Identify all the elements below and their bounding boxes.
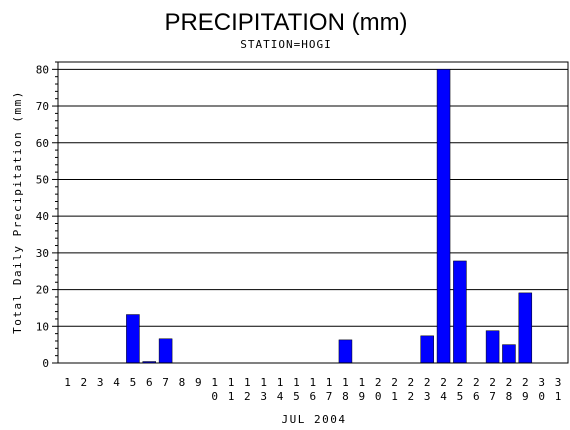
x-tick-label: 2 — [81, 376, 88, 389]
bar-day-5 — [126, 314, 140, 364]
y-tick-label: 30 — [36, 247, 49, 260]
x-tick-label: 7 — [162, 376, 169, 389]
bar-day-7 — [158, 338, 173, 364]
bar-day-27 — [485, 330, 500, 364]
x-axis-ticks: 1 2 3 4 5 6 7 8 9 1 01 11 21 31 41 51 61 71 81 92 02 12 22 32 42… — [64, 376, 561, 403]
grid-lines — [58, 68, 568, 327]
bar-day-25 — [453, 260, 467, 364]
x-tick-label: 4 — [113, 376, 120, 389]
chart-title: PRECIPITATION (mm) — [164, 9, 407, 36]
x-tick-label: 3 — [97, 376, 104, 389]
y-tick-label: 40 — [36, 210, 49, 223]
y-tick-label: 0 — [42, 357, 49, 370]
bar-day-29 — [518, 292, 533, 364]
x-tick-label: 5 — [130, 376, 137, 389]
x-tick-label: 1 — [64, 376, 71, 389]
y-tick-label: 20 — [36, 284, 49, 297]
y-axis-ticks: 0 10 20 30 40 50 60 70 80 — [36, 61, 58, 370]
x-tick-label: 9 — [195, 376, 202, 389]
y-tick-label: 80 — [36, 63, 49, 76]
plot-area — [57, 61, 569, 364]
y-tick-label: 60 — [36, 137, 49, 150]
x-axis-label: JUL 2004 — [282, 413, 347, 426]
bar-day-24 — [436, 69, 451, 364]
y-tick-label: 70 — [36, 100, 49, 113]
x-tick-label: 6 — [146, 376, 153, 389]
bar-day-18 — [338, 339, 353, 364]
x-tick-label: 8 — [179, 376, 186, 389]
y-tick-label: 10 — [36, 320, 49, 333]
bar-day-28 — [502, 344, 516, 364]
y-axis-label: Total Daily Precipitation (mm) — [11, 90, 24, 334]
chart-subtitle: STATION=HOGI — [240, 38, 331, 51]
bar-day-23 — [420, 335, 434, 364]
y-tick-label: 50 — [36, 173, 49, 186]
